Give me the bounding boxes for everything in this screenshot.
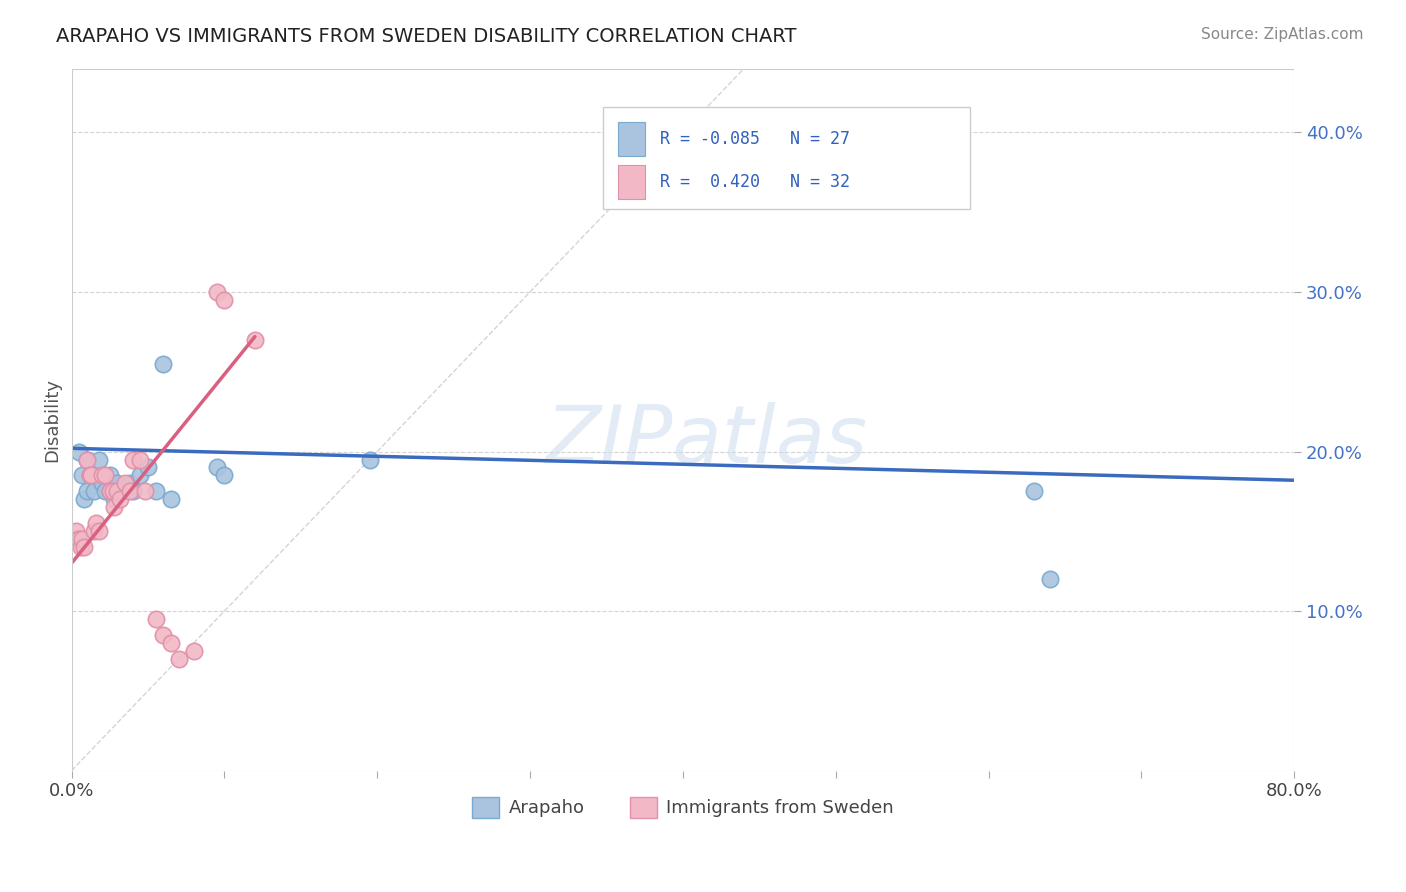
Text: R =  0.420   N = 32: R = 0.420 N = 32 [659,173,849,191]
Point [134,484,156,499]
Point [145,484,167,499]
Point [87,524,110,539]
Point [65,524,87,539]
Point [121,484,143,499]
Point [105,484,128,499]
Point [87,452,110,467]
Point [118,484,141,499]
Text: ZIPatlas: ZIPatlas [547,401,869,480]
Point [145,612,167,626]
Point [129,468,152,483]
Point [83,484,105,499]
Y-axis label: Disability: Disability [44,377,60,461]
Point [94,468,117,483]
Point [76,452,98,467]
Point [98,484,121,499]
Point [114,476,136,491]
Point [70,533,93,547]
Text: R = -0.085   N = 27: R = -0.085 N = 27 [659,130,849,148]
Point [136,460,159,475]
Point [160,636,183,650]
Point [167,652,190,666]
Point [94,484,117,499]
Point [1024,484,1046,499]
Point [67,444,90,458]
Point [214,293,236,307]
Point [70,468,93,483]
Point [103,492,125,507]
Point [214,468,236,483]
FancyBboxPatch shape [619,122,645,156]
Point [105,476,128,491]
Point [160,492,183,507]
Point [91,476,114,491]
Point [79,468,101,483]
Point [98,468,121,483]
Point [243,333,266,347]
FancyBboxPatch shape [619,165,645,199]
Point [110,492,132,507]
Text: Source: ZipAtlas.com: Source: ZipAtlas.com [1201,27,1364,42]
Point [67,533,90,547]
Point [152,357,174,371]
Point [121,452,143,467]
Text: ARAPAHO VS IMMIGRANTS FROM SWEDEN DISABILITY CORRELATION CHART: ARAPAHO VS IMMIGRANTS FROM SWEDEN DISABI… [56,27,797,45]
Point [69,541,91,555]
Point [73,541,96,555]
Point [152,628,174,642]
Point [101,484,124,499]
Point [84,516,107,531]
Point [103,500,125,515]
Point [66,533,89,547]
Point [183,644,205,658]
Point [114,484,136,499]
Point [91,468,114,483]
Point [359,452,381,467]
Point [205,460,228,475]
Point [129,452,152,467]
Point [118,476,141,491]
Point [1039,572,1062,586]
Point [205,285,228,299]
Legend: Arapaho, Immigrants from Sweden: Arapaho, Immigrants from Sweden [465,789,901,825]
Point [76,452,98,467]
FancyBboxPatch shape [603,107,970,209]
Point [73,492,96,507]
Point [80,468,103,483]
Point [98,484,121,499]
Point [83,524,105,539]
Point [76,484,98,499]
Point [79,468,101,483]
